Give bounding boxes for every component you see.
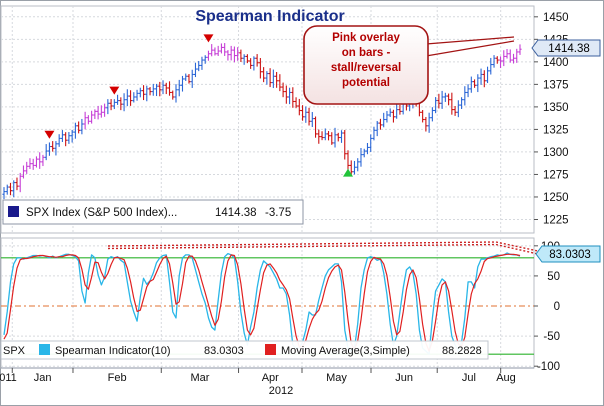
price-tick-label: 1375 bbox=[543, 79, 569, 91]
last-price-tag-text: 1414.38 bbox=[548, 43, 590, 55]
time-tick-label: Apr bbox=[262, 372, 279, 384]
time-tick-label: Mar bbox=[190, 372, 209, 384]
indicator-legend-ma-name: Moving Average(3,Simple) bbox=[281, 345, 410, 357]
stall-annotation-line: on bars - bbox=[342, 47, 391, 59]
indicator-legend-prefix: SPX bbox=[3, 345, 26, 357]
stall-annotation: Pink overlay on bars - stall/reversal poten… bbox=[303, 25, 515, 105]
time-tick-label: Aug bbox=[496, 372, 516, 384]
last-indicator-tag: 83.0303 bbox=[535, 245, 601, 263]
indicator-legend-spearman-value: 83.0303 bbox=[204, 345, 244, 357]
price-tick-label: 1350 bbox=[543, 102, 569, 114]
time-axis: 2012 011 Jan Feb Mar Apr May Jun Jul Aug bbox=[0, 367, 534, 397]
sell-signal-marker bbox=[203, 34, 214, 43]
time-tick-label: May bbox=[326, 372, 347, 384]
time-tick-label: Jun bbox=[395, 372, 413, 384]
price-signal-markers bbox=[44, 34, 353, 177]
indicator-panel: -100-50050100 83.0303 SPX Spearman Indic… bbox=[0, 237, 601, 373]
sell-signal-marker bbox=[109, 86, 120, 95]
stall-annotation-line: stall/reversal bbox=[331, 62, 401, 74]
spearman-line bbox=[3, 252, 521, 355]
time-tick-label: Jan bbox=[34, 372, 52, 384]
time-tick-label: Feb bbox=[108, 372, 127, 384]
indicator-tick-label: -50 bbox=[543, 331, 560, 343]
price-legend: SPX Index (S&P 500 Index)... 1414.38 -3.… bbox=[2, 199, 304, 225]
last-indicator-tag-text: 83.0303 bbox=[549, 249, 591, 261]
indicator-legend-swatch-spearman bbox=[39, 344, 50, 355]
time-tick-label: 011 bbox=[0, 372, 17, 384]
moving-average-line bbox=[3, 253, 521, 352]
stall-annotation-text: Pink overlay on bars - stall/reversal poten… bbox=[331, 32, 401, 89]
price-tick-label: 1325 bbox=[543, 124, 569, 136]
price-tick-label: 1275 bbox=[543, 169, 569, 181]
price-tick-label: 1450 bbox=[543, 12, 569, 24]
chart-title: Spearman Indicator bbox=[195, 8, 344, 25]
overbought-trend-annotation bbox=[107, 241, 539, 255]
indicator-legend-ma-value: 88.2828 bbox=[442, 345, 482, 357]
price-tick-label: 1250 bbox=[543, 192, 569, 204]
indicator-legend-swatch-ma bbox=[265, 344, 276, 355]
time-axis-year: 2012 bbox=[269, 385, 293, 397]
indicator-tick-label: 50 bbox=[547, 271, 560, 283]
price-panel: Spearman Indicator 1225 1250 1275 1300 1325 1… bbox=[0, 5, 601, 234]
indicator-tick-label: -100 bbox=[537, 361, 560, 373]
last-price-tag: 1414.38 bbox=[531, 39, 601, 57]
indicator-series bbox=[3, 252, 521, 355]
price-plot-area bbox=[0, 5, 535, 234]
stall-annotation-line: Pink overlay bbox=[332, 32, 400, 44]
buy-signal-marker bbox=[343, 168, 353, 177]
price-legend-swatch bbox=[8, 206, 19, 217]
indicator-tick-label: 0 bbox=[554, 301, 560, 313]
price-candles bbox=[2, 43, 522, 200]
sell-signal-marker bbox=[44, 130, 55, 139]
stall-annotation-line: potential bbox=[342, 77, 390, 89]
price-tick-label: 1400 bbox=[543, 57, 569, 69]
price-tick-label: 1225 bbox=[543, 214, 569, 226]
price-legend-change: -3.75 bbox=[265, 207, 291, 219]
indicator-legend-spearman-name: Spearman Indicator(10) bbox=[55, 345, 171, 357]
indicator-legend: SPX Spearman Indicator(10) 83.0303 Movin… bbox=[0, 340, 489, 360]
price-tick-label: 1300 bbox=[543, 147, 569, 159]
time-tick-label: Jul bbox=[462, 372, 476, 384]
price-legend-value: 1414.38 bbox=[215, 207, 257, 219]
price-legend-label: SPX Index (S&P 500 Index)... bbox=[26, 207, 177, 219]
